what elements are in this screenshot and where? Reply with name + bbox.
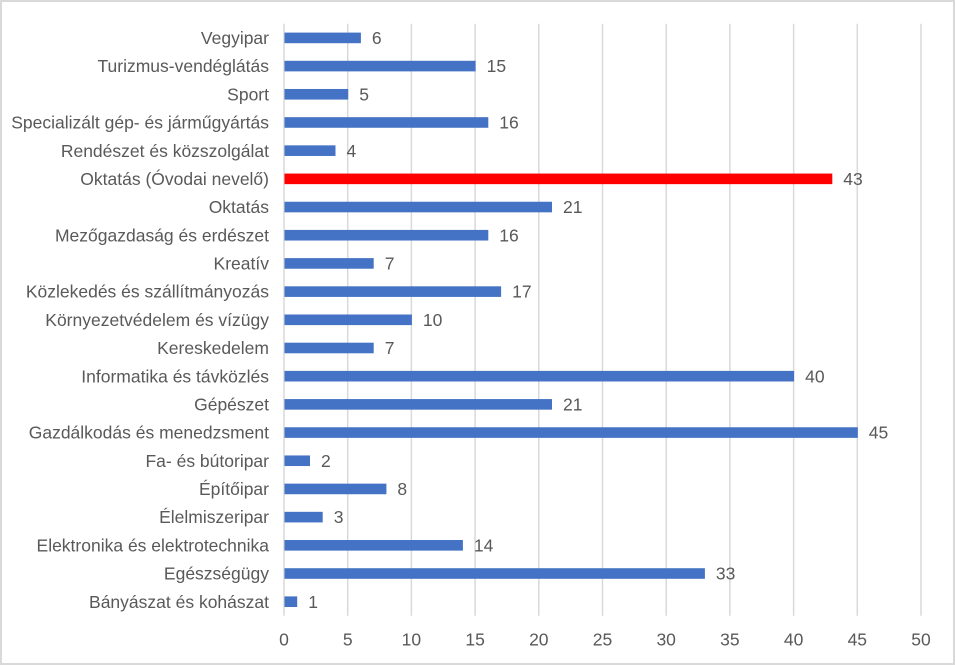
- svg-text:3: 3: [334, 507, 344, 527]
- svg-text:Kreatív: Kreatív: [214, 254, 270, 274]
- svg-text:40: 40: [784, 630, 804, 650]
- svg-text:5: 5: [343, 630, 353, 650]
- svg-text:43: 43: [843, 169, 862, 189]
- svg-text:10: 10: [402, 630, 422, 650]
- svg-text:1: 1: [308, 592, 318, 612]
- svg-text:4: 4: [347, 141, 357, 161]
- svg-text:5: 5: [359, 84, 369, 104]
- svg-text:Építőipar: Építőipar: [199, 479, 269, 499]
- svg-text:21: 21: [563, 197, 582, 217]
- svg-text:Oktatás (Óvodai nevelő): Oktatás (Óvodai nevelő): [80, 168, 269, 189]
- svg-text:14: 14: [474, 535, 494, 555]
- svg-text:45: 45: [848, 630, 867, 650]
- svg-text:30: 30: [656, 630, 676, 650]
- svg-text:Gépészet: Gépészet: [194, 394, 269, 414]
- svg-text:Bányászat és kohászat: Bányászat és kohászat: [89, 592, 269, 612]
- svg-text:Vegyipar: Vegyipar: [201, 28, 269, 48]
- svg-text:Gazdálkodás és menedzsment: Gazdálkodás és menedzsment: [29, 423, 269, 443]
- svg-text:15: 15: [465, 630, 484, 650]
- svg-text:40: 40: [805, 366, 825, 386]
- svg-text:21: 21: [563, 394, 582, 414]
- svg-text:Mezőgazdaság és erdészet: Mezőgazdaság és erdészet: [55, 225, 269, 245]
- svg-text:Turizmus-vendéglátás: Turizmus-vendéglátás: [97, 56, 269, 76]
- svg-text:8: 8: [397, 479, 407, 499]
- svg-text:Kereskedelem: Kereskedelem: [157, 338, 269, 358]
- svg-text:Rendészet és közszolgálat: Rendészet és közszolgálat: [61, 141, 269, 161]
- svg-text:7: 7: [385, 338, 395, 358]
- svg-text:20: 20: [529, 630, 549, 650]
- svg-text:0: 0: [279, 630, 289, 650]
- svg-text:Környezetvédelem és vízügy: Környezetvédelem és vízügy: [45, 310, 269, 330]
- svg-text:15: 15: [487, 56, 506, 76]
- svg-text:Egészségügy: Egészségügy: [164, 564, 269, 584]
- svg-text:6: 6: [372, 28, 382, 48]
- svg-text:Közlekedés és szállítmányozás: Közlekedés és szállítmányozás: [26, 282, 269, 302]
- svg-text:45: 45: [869, 423, 888, 443]
- svg-text:Élelmiszeripar: Élelmiszeripar: [159, 507, 269, 527]
- svg-text:16: 16: [499, 113, 518, 133]
- svg-text:Elektronika és elektrotechnika: Elektronika és elektrotechnika: [37, 535, 270, 555]
- svg-text:Specializált gép- és járműgyár: Specializált gép- és járműgyártás: [11, 113, 269, 133]
- svg-text:Sport: Sport: [227, 84, 269, 104]
- svg-text:35: 35: [720, 630, 739, 650]
- svg-text:33: 33: [716, 564, 735, 584]
- svg-text:25: 25: [593, 630, 612, 650]
- svg-text:17: 17: [512, 282, 531, 302]
- svg-text:50: 50: [911, 630, 931, 650]
- svg-text:Fa- és bútoripar: Fa- és bútoripar: [145, 451, 269, 471]
- svg-text:Informatika és távközlés: Informatika és távközlés: [81, 366, 269, 386]
- svg-text:7: 7: [385, 254, 395, 274]
- svg-text:16: 16: [499, 225, 518, 245]
- svg-text:2: 2: [321, 451, 331, 471]
- svg-text:Oktatás: Oktatás: [209, 197, 270, 217]
- svg-text:10: 10: [423, 310, 443, 330]
